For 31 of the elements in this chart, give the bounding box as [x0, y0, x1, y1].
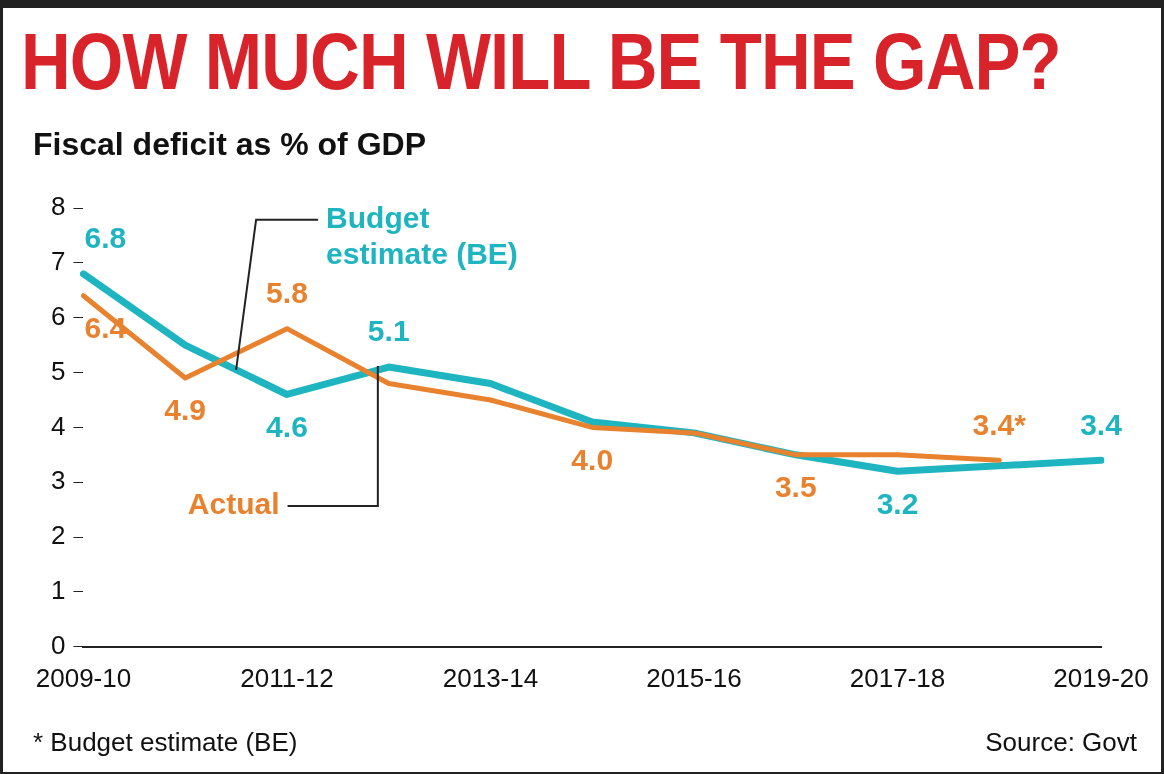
data-label: 5.1: [367, 314, 410, 348]
x-tick-label: 2019-20: [1053, 662, 1149, 693]
data-label: 6.8: [84, 221, 127, 255]
text: * Budget estimate (BE): [33, 727, 298, 758]
y-tick-label: 1: [50, 575, 66, 606]
data-label: 3.5: [774, 470, 817, 504]
source-note: Source: Govt: [985, 727, 1137, 758]
text: Budget estimate (BE): [326, 201, 518, 271]
y-tick-label: 2: [50, 520, 66, 551]
y-tick-label: 8: [50, 191, 66, 222]
y-tick-label: 0: [50, 629, 66, 660]
x-tick-label: 2013-14: [442, 662, 539, 693]
chart-title: HOW MUCH WILL BE THE GAP?: [21, 16, 1061, 108]
data-label: 4.6: [266, 409, 308, 443]
data-label: 3.2: [876, 486, 919, 520]
x-tick-label: 2009-10: [35, 662, 132, 693]
data-label: 3.4*: [972, 407, 1027, 441]
data-label: 4.9: [164, 393, 207, 427]
text: Actual: [187, 487, 280, 521]
y-tick-label: 7: [50, 246, 66, 277]
data-label: 5.8: [266, 275, 308, 309]
y-tick-label: 4: [50, 410, 66, 441]
y-tick-label: 3: [50, 465, 66, 496]
y-tick-label: 5: [50, 355, 66, 386]
chart-subtitle: Fiscal deficit as % of GDP: [33, 126, 426, 163]
data-label: 3.4: [1080, 407, 1123, 441]
data-label: 4.0: [571, 442, 614, 476]
x-tick-label: 2017-18: [849, 662, 946, 693]
y-tick-label: 6: [50, 300, 66, 331]
x-tick-label: 2011-12: [240, 662, 334, 693]
x-tick-label: 2015-16: [646, 662, 742, 693]
